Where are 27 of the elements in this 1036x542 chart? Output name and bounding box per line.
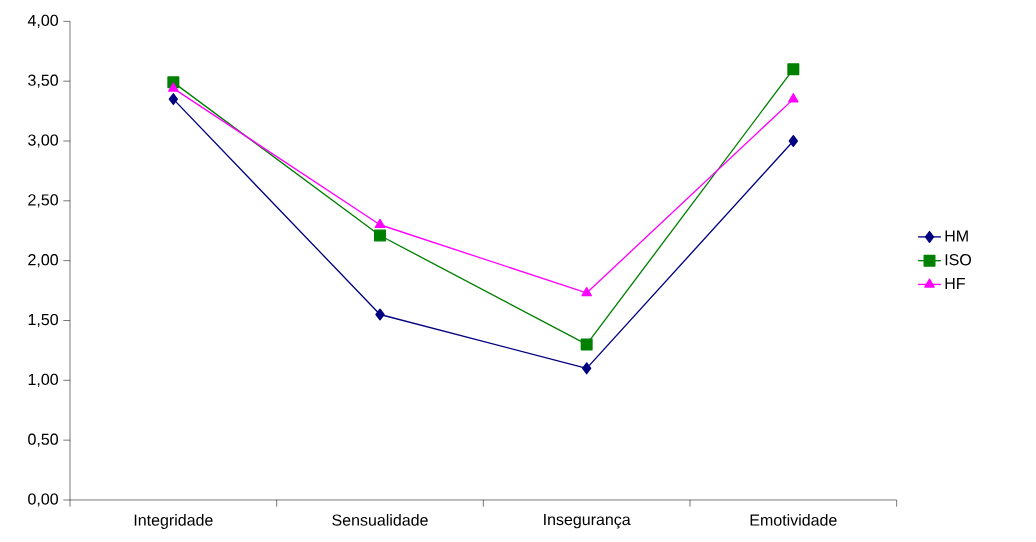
point (787, 63, 800, 76)
point (580, 338, 593, 351)
legend-label: HF (945, 277, 965, 289)
point (375, 308, 385, 321)
point (374, 218, 386, 229)
point (788, 134, 798, 147)
legend-label: HM (945, 230, 968, 242)
legend-label: ISO (945, 254, 972, 266)
y-tick-label: 3,00 (28, 134, 59, 148)
point (374, 229, 387, 242)
y-tick-label: 0,00 (28, 493, 59, 507)
y-tick-label: 4,00 (27, 14, 59, 28)
y-tick-label: 2,50 (28, 194, 59, 208)
point (168, 82, 179, 92)
y-tick-label: 3,50 (28, 74, 59, 88)
x-tick-label: Emotividade (750, 514, 837, 526)
x-tick-label: Insegurança (544, 514, 631, 529)
point (788, 93, 799, 103)
y-tick-label: 0,50 (28, 433, 59, 447)
x-tick-label: Sensualidade (332, 514, 428, 526)
point (581, 286, 592, 297)
x-tick-label: Integridade (134, 514, 213, 529)
y-tick-label: 1,00 (28, 373, 59, 387)
y-tick-label: 1,50 (28, 313, 59, 328)
point (582, 362, 592, 375)
y-tick-label: 2,00 (28, 254, 59, 268)
point (168, 93, 179, 106)
